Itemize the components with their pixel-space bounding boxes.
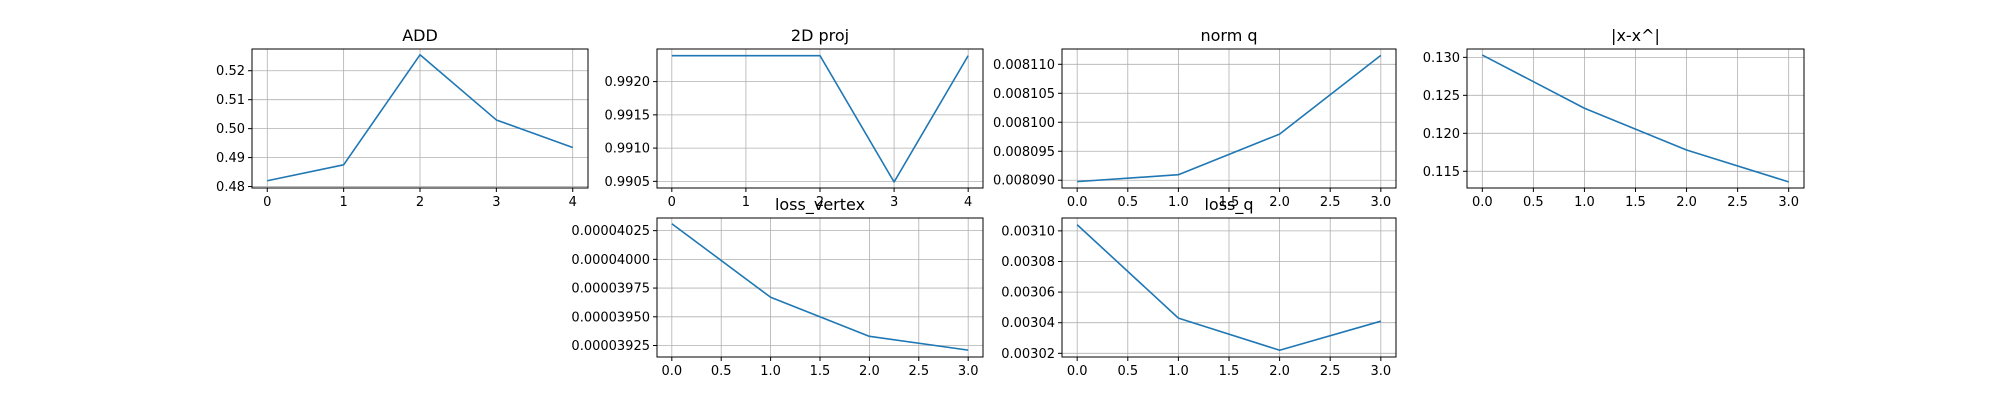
y-tick-label: 0.00308: [1001, 255, 1055, 270]
ticks: 0.0 0.5 1.0 1.5 2.0 2.5 3.0 0.00003925 0.0000395…: [571, 224, 978, 379]
x-tick-label: 0.0: [1472, 195, 1493, 210]
x-tick-label: 2.5: [1320, 364, 1341, 379]
x-tick-label: 1: [742, 195, 750, 210]
y-tick-label: 0.9915: [605, 108, 651, 123]
chart-title: ADD: [402, 26, 438, 45]
x-tick-label: 4: [964, 195, 972, 210]
y-tick-label: 0.125: [1423, 89, 1460, 104]
y-tick-label: 0.9905: [605, 175, 651, 190]
y-tick-label: 0.49: [216, 151, 245, 166]
grid: [1062, 218, 1396, 357]
subplot-loss-vertex: 0.0 0.5 1.0 1.5 2.0 2.5 3.0 0.00003925 0.0000395…: [571, 195, 984, 379]
x-tick-label: 0: [263, 195, 271, 210]
x-tick-label: 3: [890, 195, 898, 210]
x-tick-label: 2: [416, 195, 424, 210]
x-tick-label: 1.0: [1574, 195, 1595, 210]
x-tick-label: 2: [816, 195, 824, 210]
grid: [252, 49, 588, 188]
ticks: 0.0 0.5 1.0 1.5 2.0 2.5 3.0 0.00302 0.00304 0.003…: [1001, 224, 1391, 379]
x-tick-label: 2.0: [1676, 195, 1697, 210]
grid: [1062, 49, 1396, 188]
chart-title: loss_q: [1204, 195, 1253, 215]
y-tick-label: 0.115: [1423, 165, 1460, 180]
y-tick-label: 0.00003925: [571, 339, 650, 354]
x-tick-label: 0.5: [1523, 195, 1544, 210]
grid: [657, 49, 983, 188]
x-tick-label: 4: [569, 195, 577, 210]
x-tick-label: 3.0: [958, 364, 979, 379]
x-tick-label: 0.5: [711, 364, 732, 379]
chart-title: 2D proj: [791, 26, 849, 45]
x-tick-label: 2.5: [908, 364, 929, 379]
x-tick-label: 3.0: [1370, 364, 1391, 379]
y-tick-label: 0.008090: [993, 174, 1055, 189]
grid: [657, 218, 983, 357]
x-tick-label: 3.0: [1370, 195, 1391, 210]
x-tick-label: 2.5: [1727, 195, 1748, 210]
y-tick-label: 0.9910: [605, 142, 651, 157]
y-tick-label: 0.00004025: [571, 224, 650, 239]
y-tick-label: 0.00003950: [571, 310, 650, 325]
y-tick-label: 0.008110: [993, 58, 1055, 73]
x-tick-label: 2.0: [859, 364, 880, 379]
x-tick-label: 1.5: [810, 364, 831, 379]
subplot-add: 0 1 2 3 4 0.48 0.49 0.50 0.51 0.52 ADD: [216, 26, 589, 210]
series-line: [1077, 54, 1382, 183]
x-tick-label: 0.5: [1117, 364, 1138, 379]
x-tick-label: 1.5: [1219, 364, 1240, 379]
y-tick-label: 0.9920: [605, 75, 651, 90]
x-tick-label: 1: [339, 195, 347, 210]
y-tick-label: 0.00004000: [571, 253, 650, 268]
x-tick-label: 1.5: [1219, 195, 1240, 210]
series-line: [671, 54, 969, 183]
y-tick-label: 0.130: [1423, 51, 1460, 66]
subplot-loss-q: 0.0 0.5 1.0 1.5 2.0 2.5 3.0 0.00302 0.00304 0.003…: [1001, 195, 1397, 379]
x-tick-label: 2.0: [1269, 195, 1290, 210]
y-tick-label: 0.008095: [993, 145, 1055, 160]
series-line: [267, 53, 574, 182]
chart-title: |x-x^|: [1611, 26, 1660, 45]
y-tick-label: 0.50: [216, 122, 245, 137]
x-tick-label: 1.0: [1168, 364, 1189, 379]
x-tick-label: 0: [668, 195, 676, 210]
x-tick-label: 1.0: [1168, 195, 1189, 210]
y-tick-label: 0.120: [1423, 127, 1460, 142]
y-tick-label: 0.00310: [1001, 224, 1055, 239]
x-tick-label: 0.0: [661, 364, 682, 379]
series-line: [1076, 224, 1382, 352]
x-tick-label: 3.0: [1778, 195, 1799, 210]
x-tick-label: 3: [492, 195, 500, 210]
x-tick-label: 0.0: [1067, 195, 1088, 210]
subplot-norm-q: 0.0 0.5 1.0 1.5 2.0 2.5 3.0 0.008090 0.008095 0.0…: [993, 26, 1397, 210]
chart-title: loss_vertex: [775, 195, 865, 215]
chart-title: norm q: [1200, 26, 1257, 45]
x-tick-label: 2.0: [1269, 364, 1290, 379]
grid: [1467, 49, 1804, 188]
x-tick-label: 1.0: [760, 364, 781, 379]
series-line: [1481, 54, 1789, 183]
y-tick-label: 0.00003975: [571, 282, 650, 297]
y-tick-label: 0.48: [216, 180, 245, 195]
subplot-2d-proj: 0 1 2 3 4 0.9905 0.9910 0.9915 0.9920 2D proj: [605, 26, 984, 210]
ticks: 0.0 0.5 1.0 1.5 2.0 2.5 3.0 0.115 0.120 0.125 0.13…: [1423, 51, 1799, 210]
y-tick-label: 0.00304: [1001, 316, 1055, 331]
x-tick-label: 0.5: [1117, 195, 1138, 210]
y-tick-label: 0.51: [216, 93, 245, 108]
x-tick-label: 2.5: [1320, 195, 1341, 210]
x-tick-label: 0.0: [1067, 364, 1088, 379]
ticks: 0 1 2 3 4 0.9905 0.9910 0.9915 0.9920: [605, 75, 973, 210]
y-tick-label: 0.52: [216, 64, 245, 79]
series-line: [671, 223, 969, 351]
x-tick-label: 1.5: [1625, 195, 1646, 210]
ticks: 0.0 0.5 1.0 1.5 2.0 2.5 3.0 0.008090 0.008095 0.0…: [993, 58, 1391, 210]
y-tick-label: 0.00306: [1001, 286, 1055, 301]
y-tick-label: 0.00302: [1001, 347, 1055, 362]
y-tick-label: 0.008100: [993, 116, 1055, 131]
y-tick-label: 0.008105: [993, 87, 1055, 102]
ticks: 0 1 2 3 4 0.48 0.49 0.50 0.51 0.52: [216, 64, 577, 210]
subplot-x-error: 0.0 0.5 1.0 1.5 2.0 2.5 3.0 0.115 0.120 0.125 0.13…: [1423, 26, 1805, 210]
